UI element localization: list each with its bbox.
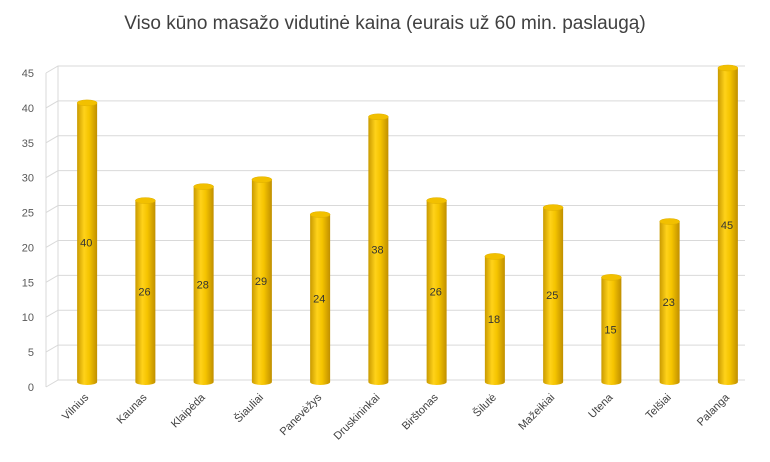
- gridline-30: [45, 170, 745, 179]
- y-tick-label: 35: [22, 138, 34, 150]
- data-labels: 40 26 28 29 24 38 26 18 25 15 23 45: [80, 220, 733, 337]
- x-tick-label: Kaunas: [115, 391, 150, 426]
- bar-body: [601, 277, 622, 386]
- bar-body: [251, 179, 272, 386]
- data-label: 26: [138, 286, 150, 298]
- gridline-40: [45, 100, 745, 109]
- data-label: 38: [371, 244, 383, 256]
- x-tick-label: Druskininkai: [332, 392, 383, 443]
- data-label: 40: [80, 237, 92, 249]
- bar-top: [484, 253, 506, 260]
- bar-Druskininkai: [368, 113, 389, 386]
- bar-top: [601, 274, 622, 281]
- x-tick-label: Mažeikiai: [516, 392, 557, 433]
- x-tick-label: Vilnius: [60, 391, 92, 423]
- bar-body: [135, 200, 156, 386]
- bar-top: [426, 197, 447, 204]
- y-tick-label: 20: [22, 242, 34, 254]
- bar-body: [193, 186, 214, 386]
- y-tick-label: 5: [28, 347, 34, 359]
- bars: [76, 64, 739, 386]
- bar-top: [251, 176, 273, 183]
- gridlines: [45, 65, 745, 388]
- gridline-35: [45, 135, 745, 144]
- chart-title: Viso kūno masažo vidutinė kaina (eurais …: [124, 13, 645, 34]
- bar-top: [659, 218, 680, 225]
- bar-Telšiai: [659, 218, 680, 386]
- bar-body: [717, 68, 738, 386]
- data-label: 18: [488, 314, 500, 326]
- x-axis-labels: Vilnius Kaunas Klaipėda Šiauliai Panevėžys Dr…: [60, 391, 733, 443]
- bar-Birštonas: [426, 197, 447, 386]
- bar-body: [484, 256, 505, 386]
- y-axis-ticks: 0 5 10 15 20 25 30 35 40 45: [22, 68, 34, 394]
- data-label: 28: [197, 279, 209, 291]
- bar-Panevėžys: [309, 211, 331, 386]
- y-tick-label: 0: [28, 382, 34, 394]
- bar-body: [543, 207, 564, 386]
- bar-Utena: [601, 274, 622, 386]
- data-label: 29: [255, 276, 267, 288]
- bar-top: [193, 183, 214, 190]
- bar-body: [659, 221, 680, 386]
- bar-body: [77, 102, 98, 386]
- y-tick-label: 25: [22, 208, 34, 220]
- bar-top: [368, 113, 389, 121]
- x-tick-label: Telšiai: [644, 392, 674, 422]
- x-tick-label: Palanga: [695, 391, 733, 429]
- bar-Mažeikiai: [542, 204, 564, 386]
- bar-Šilutė: [484, 253, 506, 386]
- y-tick-label: 15: [22, 277, 34, 289]
- bar-top: [542, 204, 564, 211]
- bar-body: [368, 116, 389, 386]
- bar-Šiauliai: [251, 176, 273, 386]
- bar-top: [309, 211, 331, 218]
- y-tick-label: 40: [22, 103, 34, 115]
- data-label: 26: [430, 286, 442, 298]
- data-label: 23: [663, 297, 675, 309]
- bar-top: [76, 99, 98, 107]
- bar-Vilnius: [76, 99, 98, 386]
- bar-body: [426, 200, 447, 386]
- bar-Kaunas: [135, 197, 156, 386]
- x-tick-label: Klaipėda: [169, 391, 208, 430]
- y-tick-label: 30: [22, 173, 34, 185]
- bar-Palanga: [717, 64, 739, 386]
- y-tick-label: 10: [22, 312, 34, 324]
- bar-Klaipėda: [193, 183, 214, 386]
- gridline-45: [45, 65, 745, 74]
- data-label: 25: [546, 290, 558, 302]
- x-tick-label: Šilutė: [470, 391, 499, 420]
- x-tick-label: Utena: [586, 391, 616, 421]
- bar-body: [310, 214, 331, 386]
- x-tick-label: Birštonas: [400, 391, 441, 432]
- y-tick-label: 45: [22, 68, 34, 80]
- data-label: 45: [721, 220, 733, 232]
- data-label: 24: [313, 293, 325, 305]
- bar-top: [135, 197, 156, 204]
- x-tick-label: Šiauliai: [232, 391, 266, 425]
- bar-top: [717, 64, 739, 72]
- x-tick-label: Panevėžys: [278, 391, 325, 438]
- data-label: 15: [604, 325, 616, 337]
